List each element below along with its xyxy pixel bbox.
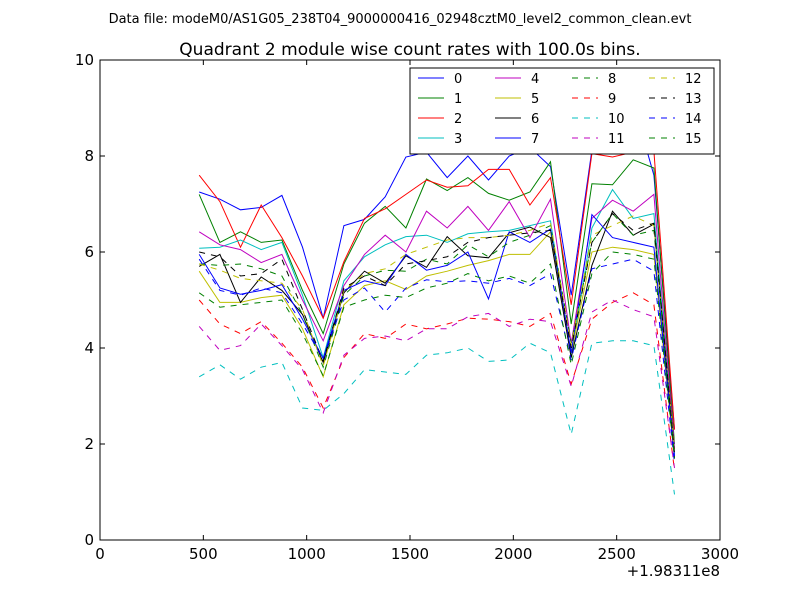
plot-lines: [198, 100, 675, 495]
legend-label-1: 1: [454, 92, 462, 107]
legend-label-11: 11: [608, 132, 625, 147]
x-offset-label: +1.98311e8: [627, 562, 720, 580]
legend-box: [409, 67, 715, 155]
legend-label-4: 4: [531, 72, 539, 87]
figure-suptitle: Data file: modeM0/AS1G05_238T04_90000004…: [109, 12, 692, 27]
y-tick-label: 10: [75, 51, 94, 69]
x-tick-label: 3000: [701, 545, 739, 563]
chart-title: Quadrant 2 module wise count rates with …: [179, 40, 640, 60]
legend-label-9: 9: [608, 92, 616, 107]
series-line-14: [198, 258, 675, 464]
legend-label-10: 10: [608, 112, 625, 127]
x-tick-label: 500: [189, 545, 218, 563]
x-axis: 0 500 1000 1500 2000 2500 3000: [95, 60, 739, 563]
legend-label-7: 7: [531, 132, 539, 147]
x-tick-label: 0: [95, 545, 105, 563]
legend-label-3: 3: [454, 132, 462, 147]
legend-label-14: 14: [685, 112, 702, 127]
y-tick-label: 6: [84, 243, 94, 261]
x-tick-label: 1500: [391, 545, 429, 563]
legend-label-8: 8: [608, 72, 616, 87]
x-tick-label: 2500: [598, 545, 636, 563]
series-line-5: [198, 230, 675, 459]
legend-label-6: 6: [531, 112, 539, 127]
series-line-3: [199, 188, 675, 454]
series-line-15: [198, 251, 675, 459]
legend-label-13: 13: [685, 92, 702, 107]
y-tick-label: 4: [84, 339, 94, 357]
series-line-12: [199, 215, 675, 449]
series-line-10: [198, 340, 675, 495]
series-line-2: [198, 150, 675, 430]
y-tick-label: 0: [84, 531, 94, 549]
legend-label-12: 12: [685, 72, 702, 87]
series-line-9: [198, 292, 675, 471]
legend-label-5: 5: [531, 92, 539, 107]
series-line-7: [198, 213, 675, 457]
y-tick-label: 2: [84, 435, 94, 453]
x-tick-label: 2000: [494, 545, 532, 563]
series-line-6: [198, 210, 675, 459]
legend-label-15: 15: [685, 132, 702, 147]
series-line-8: [199, 212, 675, 454]
legend-label-2: 2: [454, 112, 462, 127]
y-tick-label: 8: [84, 147, 94, 165]
legend-label-0: 0: [454, 72, 462, 87]
series-line-11: [198, 299, 675, 469]
series-line-13: [199, 212, 675, 454]
series-line-1: [198, 159, 675, 445]
x-tick-label: 1000: [288, 545, 326, 563]
series-line-4: [198, 193, 675, 449]
